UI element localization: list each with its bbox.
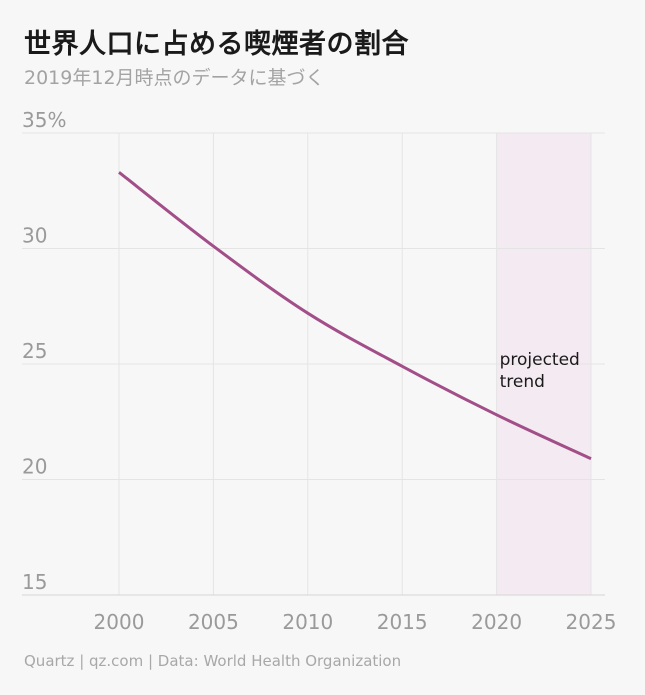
x-tick-label: 2010 — [282, 610, 333, 634]
x-tick-label: 2015 — [377, 610, 428, 634]
chart-title: 世界人口に占める喫煙者の割合 — [24, 29, 409, 60]
x-tick-label: 2020 — [471, 610, 522, 634]
grid-lines — [22, 132, 605, 596]
x-tick-label: 2000 — [94, 610, 145, 634]
annotation-line: projected — [500, 350, 580, 370]
y-tick-label: 15 — [22, 570, 47, 594]
x-tick-label: 2025 — [566, 610, 617, 634]
y-axis-ticks: 35% 30 25 20 15 — [22, 108, 66, 594]
source-credit: Quartz | qz.com | Data: World Health Org… — [24, 652, 402, 670]
x-axis-ticks: 2000 2005 2010 2015 2020 2025 — [94, 610, 617, 634]
y-tick-label: 35% — [22, 108, 66, 132]
chart-subtitle: 2019年12月時点のデータに基づく — [24, 67, 325, 89]
series-line — [118, 171, 592, 461]
y-tick-label: 25 — [22, 339, 47, 363]
y-tick-label: 20 — [22, 455, 47, 479]
x-tick-label: 2005 — [188, 610, 239, 634]
y-tick-label: 30 — [22, 224, 47, 248]
annotation-line: trend — [500, 372, 545, 392]
